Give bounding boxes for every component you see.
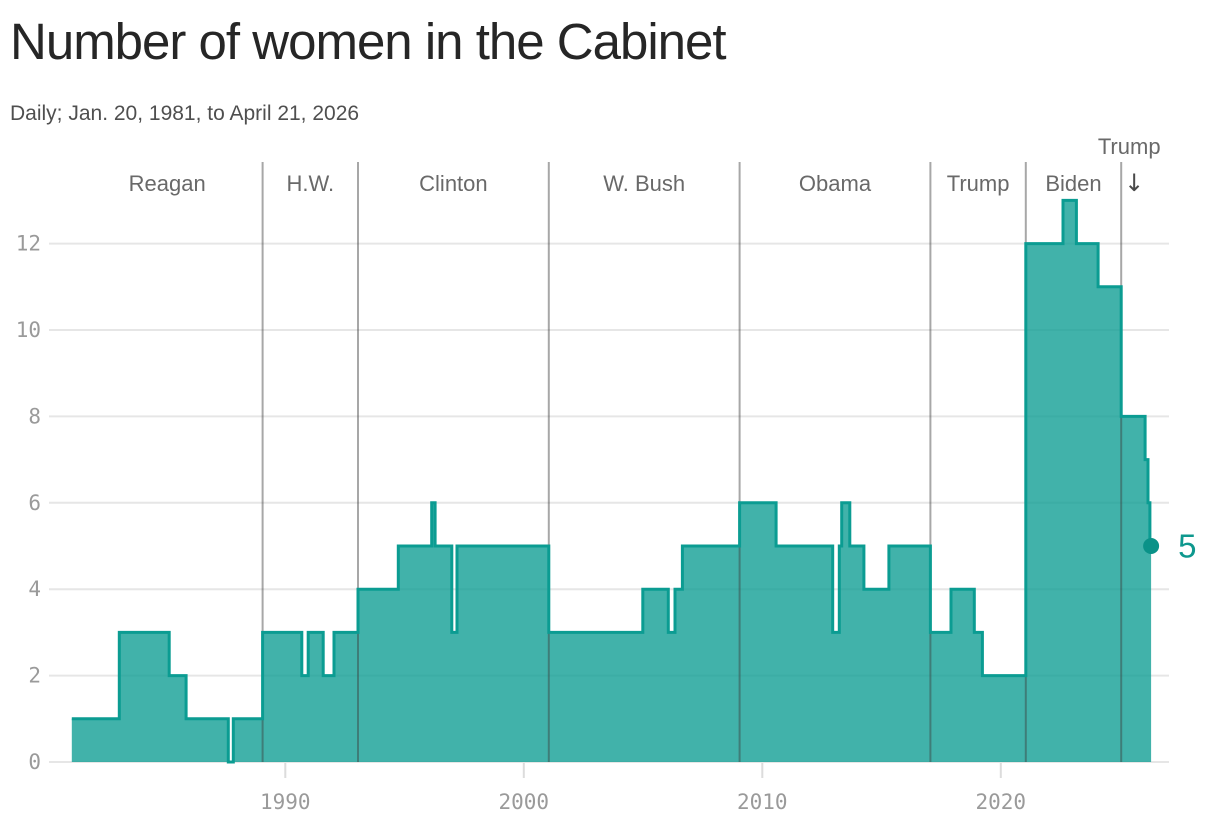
x-axis-label-2010: 2010 [737, 790, 788, 814]
x-axis-label-2000: 2000 [499, 790, 550, 814]
chart-title: Number of women in the Cabinet [10, 13, 727, 70]
era-label-w-bush: W. Bush [603, 171, 685, 196]
end-point-dot [1143, 538, 1160, 554]
y-axis-label-4: 4 [28, 577, 41, 601]
era-label-reagan: Reagan [129, 171, 206, 196]
step-line [71, 198, 1152, 764]
era-label-h-w-: H.W. [286, 171, 334, 196]
era-label-obama: Obama [799, 171, 872, 196]
x-axis-label-1990: 1990 [260, 790, 311, 814]
era-label-trump: Trump [947, 171, 1010, 196]
chart-subtitle: Daily; Jan. 20, 1981, to April 21, 2026 [10, 102, 360, 125]
y-axis-label-6: 6 [28, 491, 41, 515]
x-axis-label-2020: 2020 [976, 790, 1027, 814]
era-label-biden: Biden [1045, 171, 1101, 196]
era-label-clinton: Clinton [419, 171, 487, 196]
end-value-label: 5 [1178, 528, 1196, 565]
y-axis-label-8: 8 [28, 404, 41, 428]
y-axis-label-10: 10 [16, 318, 41, 342]
area-fill [71, 200, 1152, 762]
y-axis-label-2: 2 [28, 664, 41, 688]
era-label-trump-2: Trump [1098, 134, 1161, 159]
arrow-down-icon: ↓ [1124, 169, 1144, 197]
y-axis-label-0: 0 [28, 750, 41, 774]
y-axis-label-12: 12 [16, 232, 41, 256]
